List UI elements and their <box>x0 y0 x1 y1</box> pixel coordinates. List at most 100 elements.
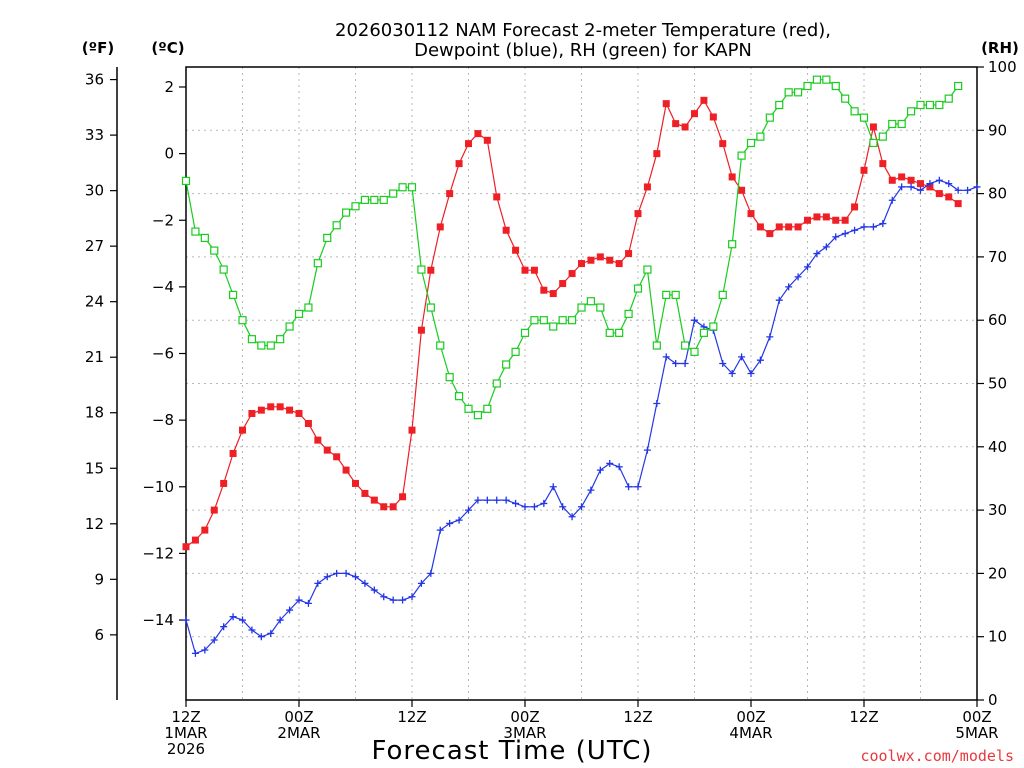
rh-point <box>822 75 831 84</box>
rh-point <box>916 100 925 110</box>
dewpoint-point <box>869 223 877 231</box>
dewpoint-point <box>502 496 510 504</box>
temperature-point <box>267 403 275 411</box>
fahrenheit-tick-label: 27 <box>85 237 104 255</box>
temperature-point <box>257 406 265 414</box>
temperature-point <box>794 223 802 231</box>
dewpoint-point <box>804 263 811 271</box>
temperature-point <box>276 403 284 411</box>
temperature-point <box>709 113 717 121</box>
rh-tick-label: 50 <box>988 375 1007 393</box>
dewpoint-point <box>822 243 830 251</box>
dewpoint-point <box>239 616 246 624</box>
temperature-point <box>851 203 859 211</box>
temperature-point <box>333 453 341 461</box>
dewpoint-point <box>926 180 934 188</box>
dewpoint-point <box>794 273 802 281</box>
temperature-point <box>314 436 322 444</box>
dewpoint-point <box>747 370 755 378</box>
rh-point <box>351 202 360 211</box>
temperature-point <box>201 526 209 534</box>
x-tick-label: 1MAR <box>164 724 207 742</box>
dewpoint-point <box>465 506 472 514</box>
rh-point <box>709 322 718 331</box>
rh-point <box>577 303 586 312</box>
rh-point <box>464 404 473 413</box>
temperature-point <box>587 256 595 264</box>
dewpoint-point <box>380 593 388 601</box>
temperature-point <box>738 186 746 194</box>
rh-point <box>831 81 840 91</box>
temperature-point <box>549 290 557 298</box>
temperature-point <box>304 419 312 427</box>
temperature-point <box>352 479 359 487</box>
rh-point <box>417 265 426 274</box>
rh-tick-label: 20 <box>988 564 1007 582</box>
rh-point <box>662 290 671 299</box>
dewpoint-point <box>643 446 651 454</box>
temperature-point <box>370 496 378 504</box>
rh-point <box>690 347 699 356</box>
dewpoint-point <box>615 463 623 471</box>
rh-point <box>728 240 737 249</box>
rh-point <box>765 113 774 122</box>
rh-point <box>200 233 209 243</box>
temperature-point <box>728 173 736 181</box>
dewpoint-point <box>719 360 727 368</box>
rh-point <box>332 221 341 230</box>
temperature-point <box>832 216 840 224</box>
dewpoint-point <box>964 186 972 194</box>
dewpoint-point <box>304 599 312 607</box>
dewpoint-point <box>352 573 359 581</box>
dewpoint-point <box>248 626 256 634</box>
temperature-point <box>540 286 548 294</box>
x-axis-label: Forecast Time (UTC) <box>371 736 652 766</box>
rh-point <box>671 290 680 299</box>
dewpoint-point <box>860 223 868 231</box>
rh-point <box>859 113 869 122</box>
dewpoint-point <box>417 579 425 587</box>
rh-point <box>652 341 661 350</box>
temperature-point <box>248 409 256 417</box>
rh-tick-label: 40 <box>988 438 1007 456</box>
rh-point <box>925 100 935 110</box>
dewpoint-point <box>935 176 943 184</box>
dewpoint-point <box>691 316 698 324</box>
celsius-tick-label: 2 <box>164 78 174 96</box>
dewpoint-point <box>446 519 454 527</box>
rh-point <box>511 347 520 356</box>
rh-point <box>285 322 294 331</box>
rh-point <box>784 88 793 97</box>
dewpoint-point <box>521 503 529 511</box>
dewpoint-point <box>851 226 859 234</box>
dewpoint-point <box>813 250 821 258</box>
rh-point <box>492 379 501 388</box>
temperature-point <box>945 193 953 201</box>
dewpoint-point <box>634 483 642 491</box>
rh-point <box>247 335 257 344</box>
temperature-point <box>512 246 520 254</box>
dewpoint-point <box>191 649 199 657</box>
rh-point <box>596 303 605 312</box>
rh-point <box>238 316 247 325</box>
temperature-point <box>578 260 585 268</box>
celsius-tick-label: −14 <box>142 611 174 629</box>
rh-point <box>341 208 351 217</box>
dewpoint-point <box>314 579 322 587</box>
temperature-point <box>643 183 651 191</box>
dewpoint-point <box>389 596 397 604</box>
temperature-series <box>182 96 962 551</box>
temperature-point <box>559 280 567 288</box>
rh-point <box>775 100 784 110</box>
rh-point <box>181 176 191 186</box>
dewpoint-point <box>530 503 538 511</box>
rh-point <box>379 195 388 205</box>
temperature-point <box>474 130 482 138</box>
axes: 69121518212427303336−14−12−10−8−6−4−2020… <box>85 58 1017 758</box>
dewpoint-point <box>342 569 350 577</box>
dewpoint-point <box>549 483 557 491</box>
rh-axis-unit: (RH) <box>981 39 1019 57</box>
rh-tick-label: 80 <box>988 185 1007 203</box>
temperature-point <box>446 190 454 198</box>
